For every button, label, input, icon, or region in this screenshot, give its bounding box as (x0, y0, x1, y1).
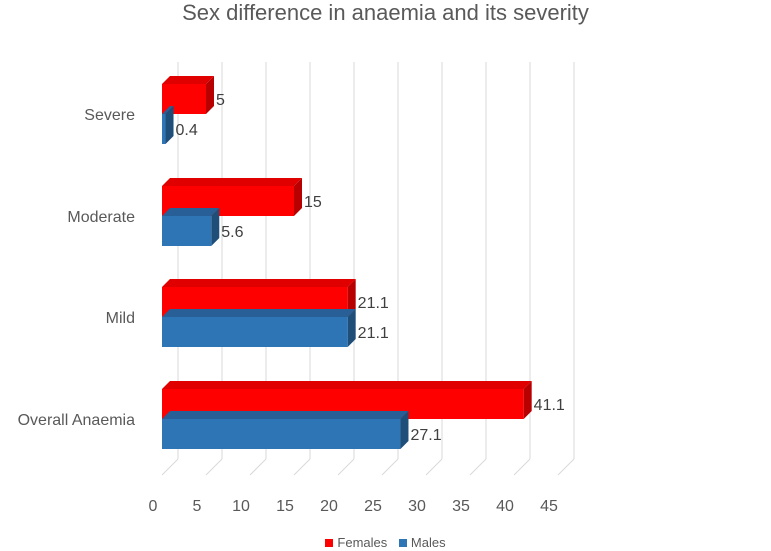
bar-chart: 0 5 10 15 20 25 30 35 40 45 Overall Anaemia 41.1 27.… (18, 62, 575, 515)
data-label-males-moderate: 5.6 (221, 224, 243, 241)
x-tick-label-30: 30 (408, 498, 426, 515)
bar-males-overall-anaemia (162, 419, 401, 449)
x-tick-label-35: 35 (452, 498, 470, 515)
bar-males-severe (162, 114, 166, 144)
data-label-males-severe: 0.4 (176, 122, 198, 139)
floor-gridline-40 (513, 458, 531, 476)
floor-gridline-10 (249, 458, 267, 476)
bar-top-males-severe (162, 106, 174, 114)
legend-swatch-males (398, 539, 407, 547)
data-label-females-severe: 5 (216, 92, 225, 109)
x-tick-label-25: 25 (364, 498, 382, 515)
bar-top-males-overall-anaemia (162, 411, 409, 419)
legend: Females Males (0, 535, 771, 551)
x-tick-label-40: 40 (496, 498, 514, 515)
floor-gridline-5 (205, 458, 223, 476)
data-label-females-mild: 21.1 (358, 295, 389, 312)
x-tick-label-45: 45 (540, 498, 558, 515)
floor-gridline-20 (337, 458, 355, 476)
data-label-females-moderate: 15 (304, 194, 322, 211)
x-tick-label-5: 5 (193, 498, 202, 515)
bar-side-females-overall-anaemia (523, 381, 532, 419)
legend-item-females: Females (325, 535, 387, 551)
bar-top-females-overall-anaemia (162, 381, 532, 389)
bar-side-males-severe (165, 106, 174, 144)
floor-gridline-45 (557, 458, 575, 476)
x-tick-label-15: 15 (276, 498, 294, 515)
data-label-females-overall-anaemia: 41.1 (534, 397, 565, 414)
floor-gridline-0 (161, 458, 179, 476)
bar-top-females-severe (162, 76, 214, 84)
y-category-label: Overall Anaemia (18, 412, 135, 429)
x-tick-label-0: 0 (149, 498, 158, 515)
floor-gridline-35 (469, 458, 487, 476)
bar-males-moderate (162, 216, 212, 246)
y-category-label: Mild (106, 310, 135, 327)
bar-side-females-moderate (294, 178, 302, 216)
bar-side-males-overall-anaemia (400, 411, 409, 449)
bar-top-males-mild (162, 309, 356, 317)
bar-top-females-moderate (162, 178, 302, 186)
data-label-males-overall-anaemia: 27.1 (410, 427, 441, 444)
y-category-label: Severe (84, 107, 135, 124)
legend-label-males: Males (410, 535, 446, 550)
bar-top-females-mild (162, 279, 356, 287)
bar-side-males-mild (347, 309, 356, 347)
x-tick-label-10: 10 (232, 498, 250, 515)
legend-label-females: Females (337, 535, 388, 550)
chart-title: Sex difference in anaemia and its severi… (182, 0, 589, 25)
legend-swatch-females (325, 539, 334, 547)
x-tick-label-20: 20 (320, 498, 338, 515)
legend-item-males: Males (398, 535, 446, 551)
bar-side-males-moderate (211, 208, 220, 246)
floor-gridline-15 (293, 458, 311, 476)
bar-males-mild (162, 317, 348, 347)
data-label-males-mild: 21.1 (358, 325, 389, 342)
bar-side-females-mild (347, 279, 356, 317)
y-category-label: Moderate (67, 209, 135, 226)
floor-gridline-25 (381, 458, 399, 476)
bar-top-males-moderate (162, 208, 220, 216)
floor-gridline-30 (425, 458, 443, 476)
bar-side-females-severe (206, 76, 214, 114)
